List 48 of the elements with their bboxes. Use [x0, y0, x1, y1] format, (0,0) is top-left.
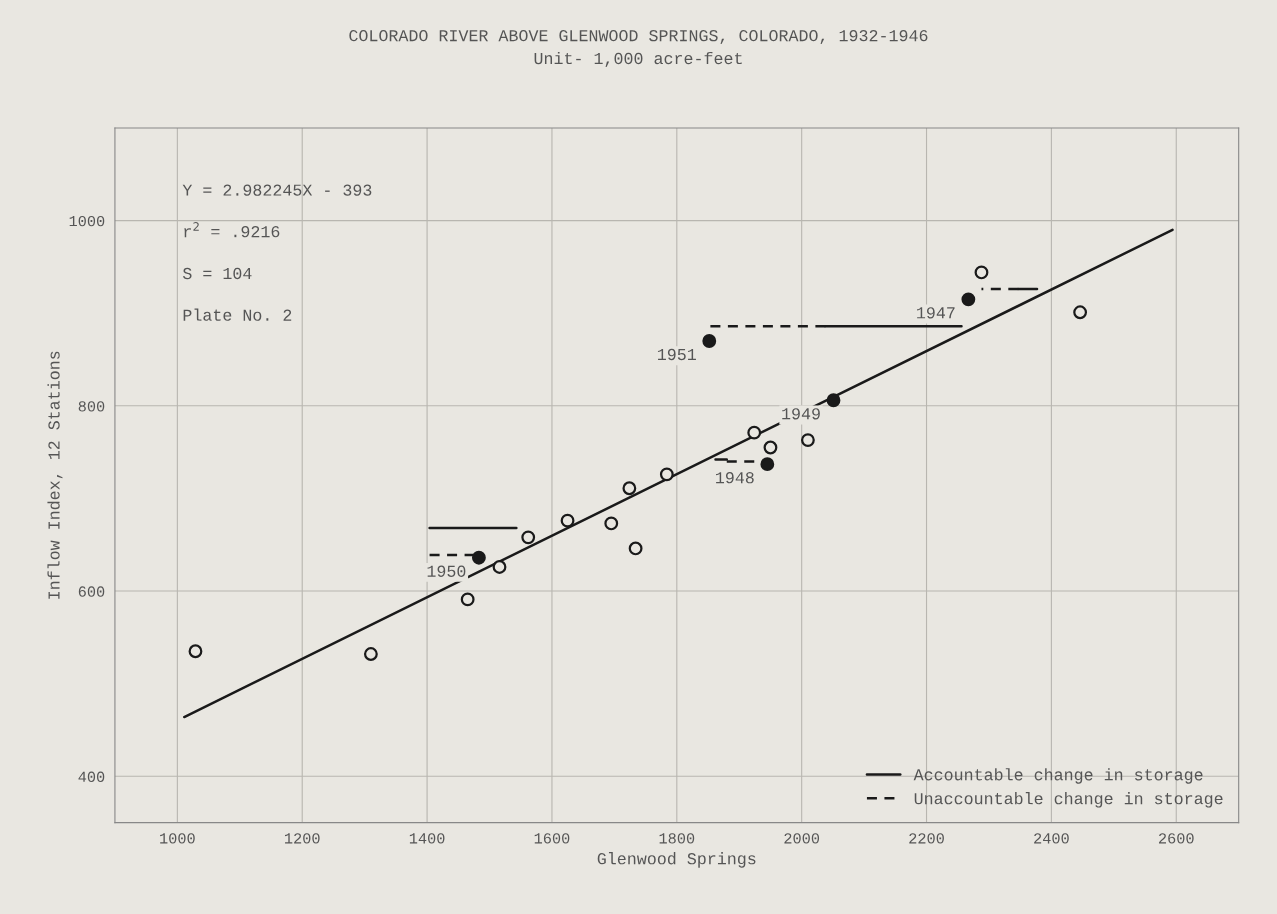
annotation: 1947 [917, 307, 955, 319]
annotation: 1949 [782, 408, 820, 420]
point [961, 292, 976, 307]
annotation: 1950 [427, 565, 466, 577]
point [560, 513, 575, 528]
point [622, 481, 637, 496]
point [188, 644, 203, 659]
x-axis-title: Glenwood Springs [597, 852, 756, 868]
point [760, 457, 775, 472]
point [974, 265, 989, 280]
legend-label: Accountable change in storage [913, 768, 1203, 784]
point [1073, 305, 1088, 320]
x-tick-label: 1400 [409, 833, 445, 844]
y-tick-label: 600 [78, 586, 105, 597]
x-tick-label: 2600 [1158, 833, 1194, 844]
point [826, 393, 841, 408]
point [471, 550, 486, 565]
point [492, 560, 507, 574]
chart-title: COLORADO RIVER ABOVE GLENWOOD SPRINGS, COLORADO, 1932-1946 [349, 29, 928, 45]
x-tick-label: 2400 [1034, 833, 1069, 844]
point [763, 440, 778, 455]
point [747, 425, 762, 440]
annotation: 1948 [716, 472, 754, 484]
point [702, 334, 717, 348]
point [659, 467, 674, 482]
annotation: Y = 2.982245X - 393 [182, 184, 372, 196]
annotation: 1951 [657, 348, 696, 361]
y-axis-title: Inflow Index, 12 Stations [47, 351, 63, 599]
legend-label: Unaccountable change in storage [914, 792, 1223, 808]
annotation: Plate No. 2 [183, 308, 292, 321]
point [801, 433, 815, 447]
point [363, 647, 378, 661]
x-tick-label: 1800 [659, 833, 695, 844]
y-tick-label: 800 [78, 401, 105, 412]
chart-subtitle: Unit- 1,000 acre-feet [534, 51, 742, 67]
annotation: S = 104 [183, 267, 252, 280]
point [521, 530, 536, 545]
x-tick-label: 1000 [160, 833, 195, 844]
x-tick-label: 2200 [909, 833, 944, 844]
point [604, 516, 619, 531]
point [460, 592, 475, 607]
x-tick-label: 1600 [534, 833, 570, 844]
y-tick-label: 400 [78, 771, 105, 782]
point [628, 541, 643, 556]
annotation: r$^{2}$ = .9216 [184, 222, 280, 238]
y-tick-label: 1000 [69, 215, 105, 227]
x-tick-label: 1200 [284, 833, 320, 844]
x-tick-label: 2000 [784, 833, 820, 844]
